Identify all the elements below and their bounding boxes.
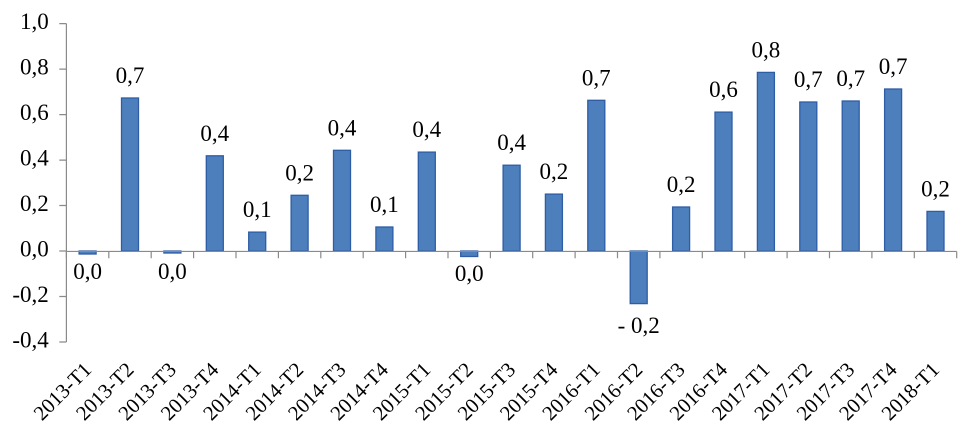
svg-text:0,4: 0,4 bbox=[497, 130, 526, 155]
svg-text:- 0,2: - 0,2 bbox=[618, 313, 660, 338]
svg-text:0,4: 0,4 bbox=[200, 121, 229, 146]
svg-text:0,8: 0,8 bbox=[752, 37, 781, 62]
svg-text:0,4: 0,4 bbox=[412, 117, 441, 142]
svg-text:0,6: 0,6 bbox=[20, 100, 49, 125]
svg-text:0,0: 0,0 bbox=[455, 261, 484, 286]
svg-text:0,2: 0,2 bbox=[285, 160, 314, 185]
svg-text:0,0: 0,0 bbox=[73, 259, 102, 284]
svg-text:0,2: 0,2 bbox=[921, 176, 950, 201]
svg-text:0,7: 0,7 bbox=[879, 54, 908, 79]
svg-text:0,7: 0,7 bbox=[116, 63, 145, 88]
svg-text:0,6: 0,6 bbox=[709, 77, 738, 102]
svg-text:0,7: 0,7 bbox=[836, 66, 865, 91]
svg-text:0,7: 0,7 bbox=[582, 65, 611, 90]
svg-text:0,7: 0,7 bbox=[794, 67, 823, 92]
svg-text:0,8: 0,8 bbox=[20, 55, 49, 80]
svg-text:-0,2: -0,2 bbox=[12, 282, 48, 307]
svg-text:0,4: 0,4 bbox=[20, 146, 49, 171]
svg-text:0,1: 0,1 bbox=[243, 197, 272, 222]
svg-text:0,2: 0,2 bbox=[20, 191, 49, 216]
svg-text:0,2: 0,2 bbox=[667, 172, 696, 197]
svg-text:0,1: 0,1 bbox=[370, 192, 399, 217]
svg-text:1,0: 1,0 bbox=[20, 9, 49, 34]
svg-text:0,4: 0,4 bbox=[328, 115, 357, 140]
svg-text:0,0: 0,0 bbox=[20, 237, 49, 262]
svg-text:0,0: 0,0 bbox=[158, 259, 187, 284]
svg-text:0,2: 0,2 bbox=[540, 159, 569, 184]
svg-text:-0,4: -0,4 bbox=[12, 328, 49, 353]
